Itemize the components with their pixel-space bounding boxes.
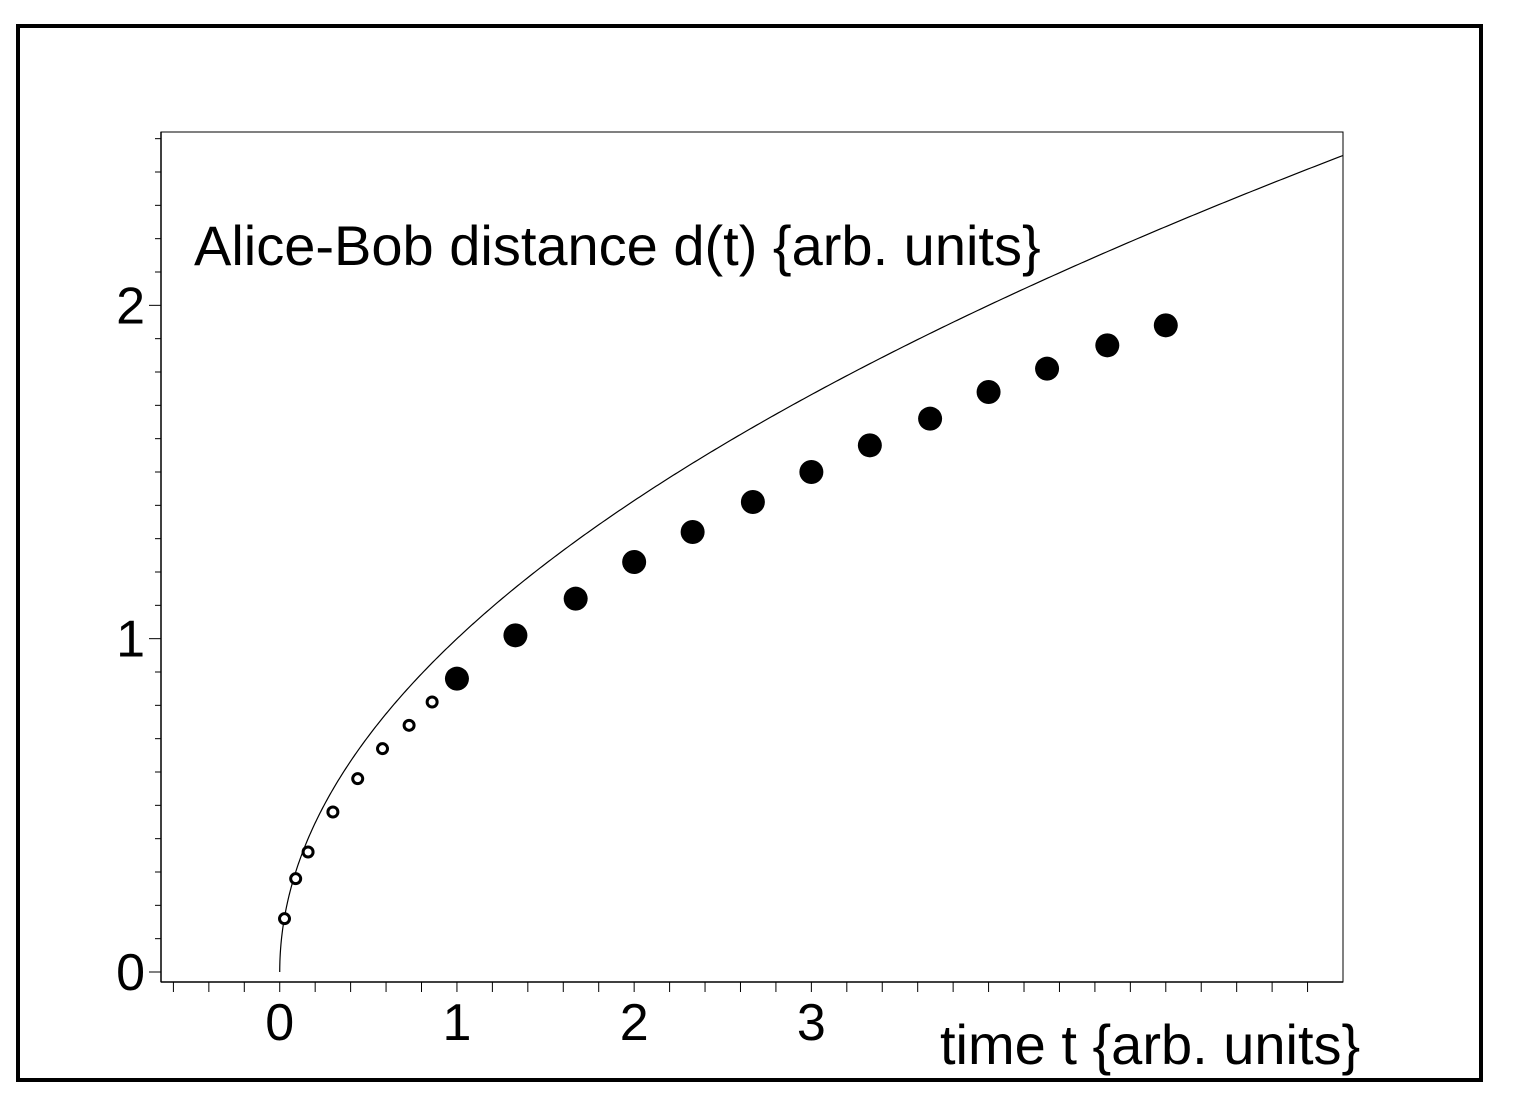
data-point: [918, 406, 943, 431]
data-point: [444, 666, 469, 691]
data-point: [680, 520, 705, 544]
data-point-small: [326, 805, 340, 819]
chart-svg: 0 1 2 3 0 1 2 Alice-Bob distance d(t) {arb. u…: [116, 131, 1360, 1076]
x-tick-label: 1: [442, 994, 471, 1052]
data-point-small: [278, 912, 292, 926]
data-point: [857, 433, 882, 458]
data-point-small: [301, 845, 315, 859]
x-tick-label: 3: [797, 994, 826, 1052]
y-tick-labels: 0 1 2: [116, 277, 145, 1002]
sqrt-curve: [279, 154, 1344, 972]
x-tick-label: 0: [265, 994, 294, 1052]
x-axis-label: time t {arb. units}: [940, 1013, 1360, 1076]
data-point: [1153, 313, 1178, 338]
chart-title: Alice-Bob distance d(t) {arb. units}: [194, 214, 1041, 277]
y-minor-ticks: [149, 138, 161, 973]
y-tick-label: 2: [116, 277, 145, 335]
data-point-small: [402, 718, 416, 732]
data-point: [976, 380, 1001, 404]
data-point: [622, 550, 647, 574]
data-point-small: [376, 742, 390, 756]
data-point: [1095, 333, 1120, 358]
figure-frame: 0 1 2 3 0 1 2 Alice-Bob distance d(t) {arb. u…: [16, 24, 1483, 1082]
data-point: [740, 490, 765, 514]
x-minor-ticks: [172, 982, 1309, 992]
data-point: [563, 586, 588, 611]
data-point-small: [351, 772, 365, 786]
x-tick-label: 2: [620, 994, 649, 1052]
y-tick-label: 0: [116, 944, 145, 1002]
y-tick-label: 1: [116, 611, 145, 669]
data-markers: [278, 313, 1178, 926]
data-point: [799, 460, 824, 484]
data-point-small: [425, 695, 439, 709]
data-point: [503, 623, 528, 648]
data-point: [1035, 356, 1060, 381]
x-tick-labels: 0 1 2 3: [265, 994, 826, 1052]
data-point-small: [289, 872, 303, 886]
